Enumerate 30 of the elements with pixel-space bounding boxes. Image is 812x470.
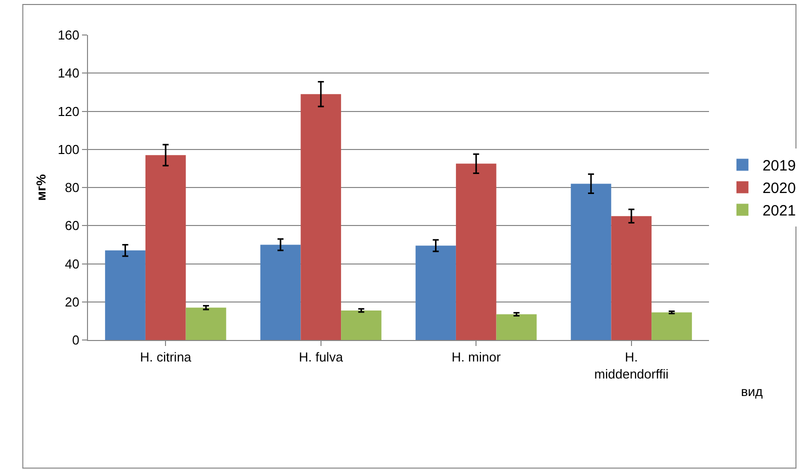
y-tick-label: 160: [58, 28, 80, 43]
y-tick-label: 20: [64, 294, 80, 310]
bar: [186, 308, 226, 340]
x-tick-label: H. middendorffii: [594, 350, 669, 382]
bar: [145, 155, 186, 340]
y-tick-label: 100: [58, 142, 80, 157]
bar: [496, 314, 537, 340]
bar: [300, 94, 342, 340]
x-tick-label: H. minor: [452, 350, 502, 365]
y-tick-label: 0: [72, 332, 80, 348]
y-tick-label: 40: [64, 256, 80, 272]
x-tick-label: H. citrina: [140, 350, 192, 365]
bar: [652, 312, 692, 340]
y-tick-label: 60: [64, 218, 80, 234]
bar: [611, 216, 652, 340]
bar: [570, 184, 612, 340]
y-tick-label: 120: [58, 104, 80, 119]
y-axis-title: мг%: [34, 174, 49, 201]
y-tick-label: 80: [64, 180, 80, 196]
x-tick-label: H. fulva: [298, 350, 344, 365]
x-axis-title: вид: [741, 384, 764, 399]
legend-label: 2020: [762, 180, 796, 198]
bar: [105, 250, 146, 340]
bar: [416, 246, 456, 340]
bar: [456, 164, 496, 340]
legend-label: 2021: [762, 202, 796, 220]
bar: [260, 244, 301, 340]
legend-label: 2019: [762, 158, 796, 175]
y-tick-label: 140: [58, 66, 80, 81]
bar: [341, 310, 382, 340]
